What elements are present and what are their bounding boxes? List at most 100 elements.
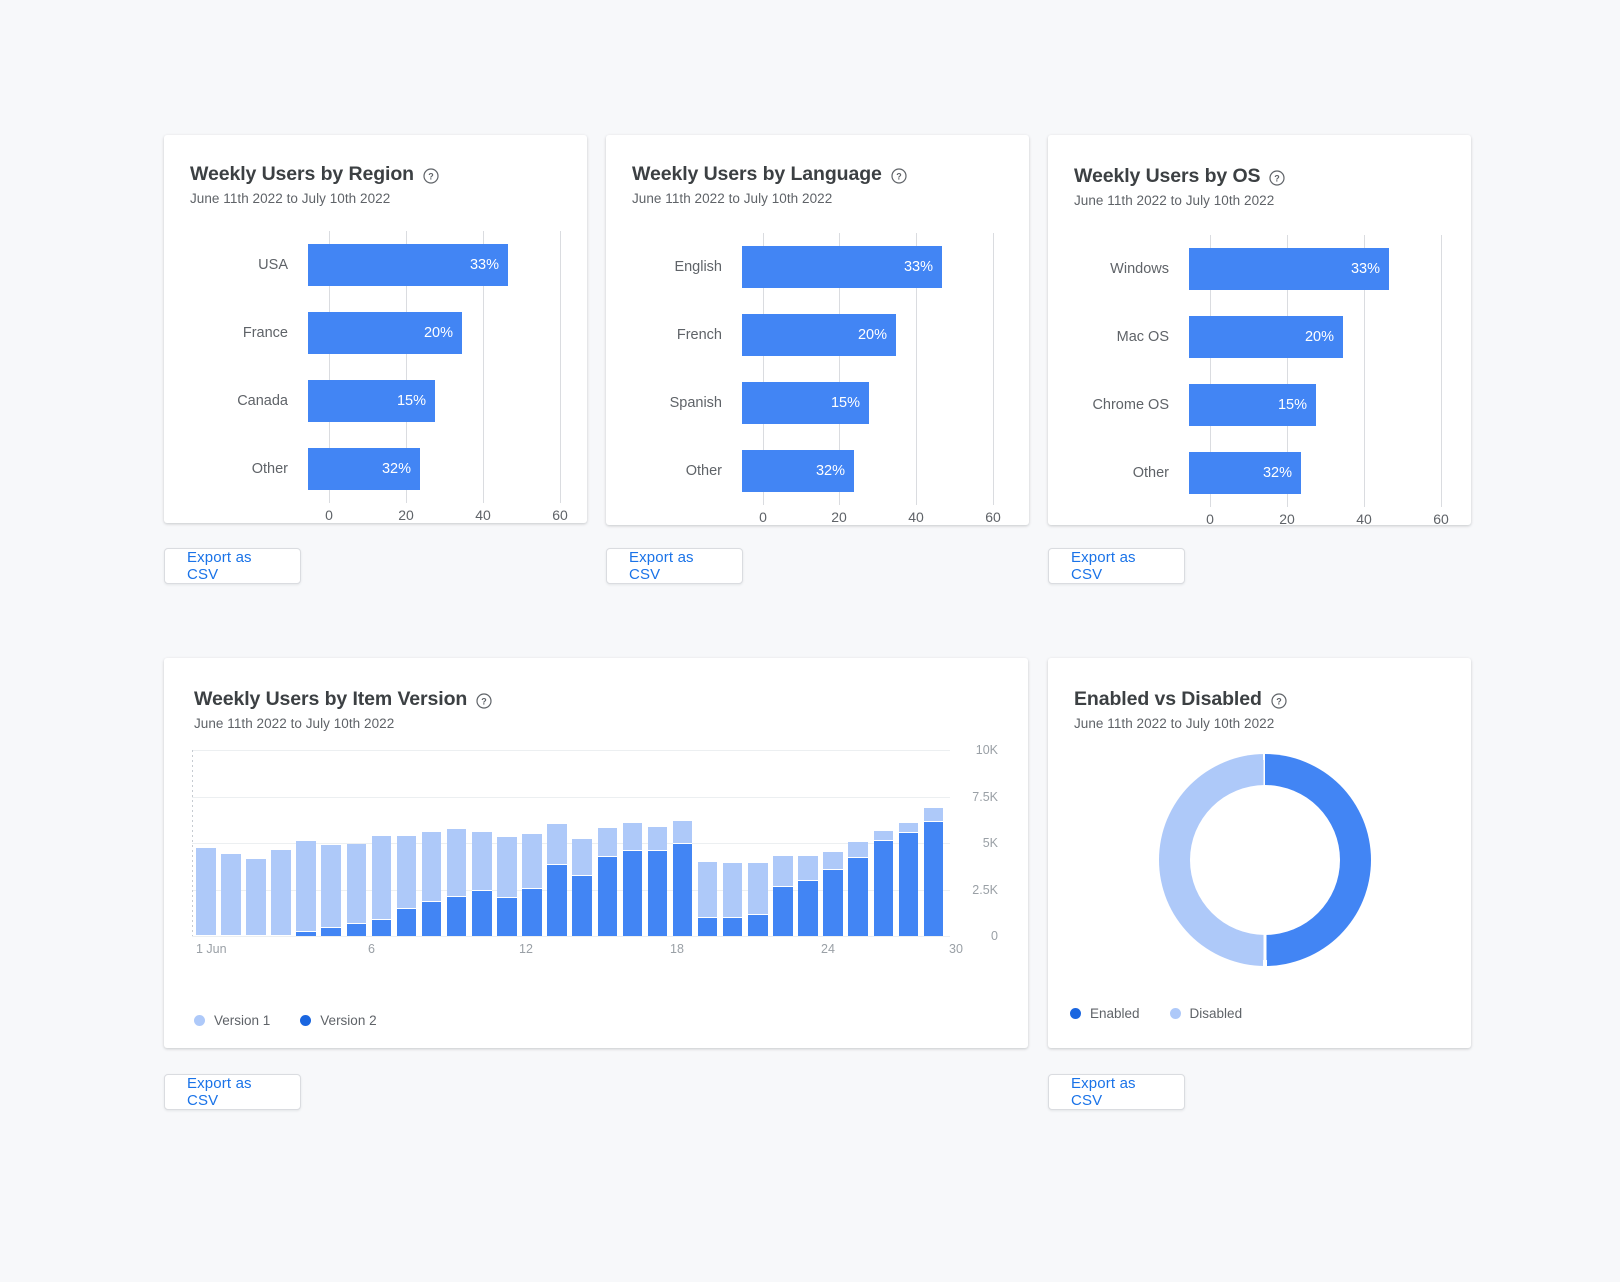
column[interactable] [396,750,417,936]
column[interactable] [773,750,793,936]
legend-item-version-2[interactable]: Version 2 [300,1013,377,1028]
x-tick-label: 60 [1433,511,1449,527]
column[interactable] [522,750,542,936]
svg-text:?: ? [1276,696,1281,706]
column[interactable] [371,750,392,936]
bar-fill[interactable]: 33% [308,244,508,286]
bar-row[interactable]: French 20% [632,301,1003,369]
column[interactable] [848,750,868,936]
column[interactable] [572,750,592,936]
column[interactable] [823,750,843,936]
svg-text:?: ? [1275,173,1280,183]
help-circle-icon[interactable]: ? [423,167,439,184]
column[interactable] [446,750,467,936]
help-circle-icon[interactable]: ? [476,692,492,709]
column[interactable] [898,750,919,936]
column[interactable] [346,750,367,936]
bar-track: 20% [742,301,1003,369]
column[interactable] [923,750,944,936]
bar-track: 20% [308,299,561,367]
column[interactable] [271,750,291,936]
card-subtitle: June 11th 2022 to July 10th 2022 [1074,193,1275,208]
x-tick-label: 60 [552,507,568,523]
bar-fill[interactable]: 32% [1189,452,1301,494]
help-circle-icon[interactable]: ? [1271,692,1287,709]
bar-row[interactable]: France 20% [190,299,561,367]
export-csv-button-os[interactable]: Export as CSV [1048,548,1185,584]
legend-item-enabled[interactable]: Enabled [1070,1006,1140,1021]
bar-row[interactable]: Windows 33% [1074,235,1445,303]
column[interactable] [472,750,492,936]
x-tick-label: 40 [475,507,491,523]
column[interactable] [647,750,668,936]
bar-row[interactable]: Other 32% [190,435,561,503]
column[interactable] [597,750,617,936]
column[interactable] [722,750,743,936]
column[interactable] [798,750,818,936]
chart-enabled-vs-disabled-donut[interactable] [1159,754,1371,966]
bar-row[interactable]: Other 32% [632,437,1003,505]
page-title: Weekly Users by Region ? [190,163,561,186]
bar-value-label: 20% [857,327,887,343]
x-axis: 0 20 40 60 [1189,507,1449,533]
bar-track: 33% [1189,235,1445,303]
card-weekly-users-by-language: Weekly Users by Language ? June 11th 202… [606,135,1029,525]
column[interactable] [321,750,341,936]
help-circle-icon[interactable]: ? [891,167,907,184]
bar-fill[interactable]: 15% [1189,384,1316,426]
export-csv-button-enabled[interactable]: Export as CSV [1048,1074,1185,1110]
bar-track: 15% [308,367,561,435]
bar-fill[interactable]: 20% [308,312,462,354]
bar-fill[interactable]: 20% [742,314,896,356]
legend-item-version-1[interactable]: Version 1 [194,1013,270,1028]
y-tick-label: 5K [982,836,998,850]
card-weekly-users-by-item-version: Weekly Users by Item Version ? June 11th… [164,658,1028,1048]
bar-category-label: Canada [237,393,288,409]
column[interactable] [221,750,241,936]
gridline-10k [192,750,950,751]
bar-row[interactable]: USA 33% [190,231,561,299]
bar-row[interactable]: English 33% [632,233,1003,301]
bar-category-label: Other [685,463,722,479]
bar-value-label: 15% [1277,397,1307,413]
bar-category-label: France [242,325,288,341]
chart-item-version-stacked: 10K 7.5K 5K 2.5K 0 [192,743,998,956]
gridline-20 [1287,235,1288,507]
bar-fill[interactable]: 15% [742,382,869,424]
gridline-60 [993,233,994,505]
card-subtitle: June 11th 2022 to July 10th 2022 [190,191,391,206]
x-tick-label: 6 [368,942,375,956]
export-csv-button-item-version[interactable]: Export as CSV [164,1074,301,1110]
bar-fill[interactable]: 20% [1189,316,1343,358]
bar-fill[interactable]: 15% [308,380,435,422]
column[interactable] [622,750,643,936]
export-csv-button-language[interactable]: Export as CSV [606,548,743,584]
bar-fill[interactable]: 33% [1189,248,1389,290]
y-axis-line [192,750,193,936]
column[interactable] [421,750,442,936]
bar-fill[interactable]: 32% [742,450,854,492]
column[interactable] [497,750,517,936]
export-csv-button-region[interactable]: Export as CSV [164,548,301,584]
svg-text:?: ? [428,171,433,181]
bar-row[interactable]: Spanish 15% [632,369,1003,437]
column[interactable] [748,750,768,936]
column[interactable] [697,750,718,936]
legend-label: Enabled [1090,1006,1140,1021]
bar-row[interactable]: Canada 15% [190,367,561,435]
column[interactable] [246,750,266,936]
bar-fill[interactable]: 33% [742,246,942,288]
column[interactable] [196,750,216,936]
bar-row[interactable]: Mac OS 20% [1074,303,1445,371]
column[interactable] [547,750,567,936]
column[interactable] [873,750,894,936]
legend-item-disabled[interactable]: Disabled [1169,1006,1242,1021]
column[interactable] [296,750,316,936]
bar-row[interactable]: Chrome OS 15% [1074,371,1445,439]
column[interactable] [672,750,693,936]
bar-row[interactable]: Other 32% [1074,439,1445,507]
legend-color-swatch [1070,1008,1081,1019]
x-tick-label: 12 [519,942,533,956]
bar-fill[interactable]: 32% [308,448,420,490]
help-circle-icon[interactable]: ? [1269,169,1286,186]
